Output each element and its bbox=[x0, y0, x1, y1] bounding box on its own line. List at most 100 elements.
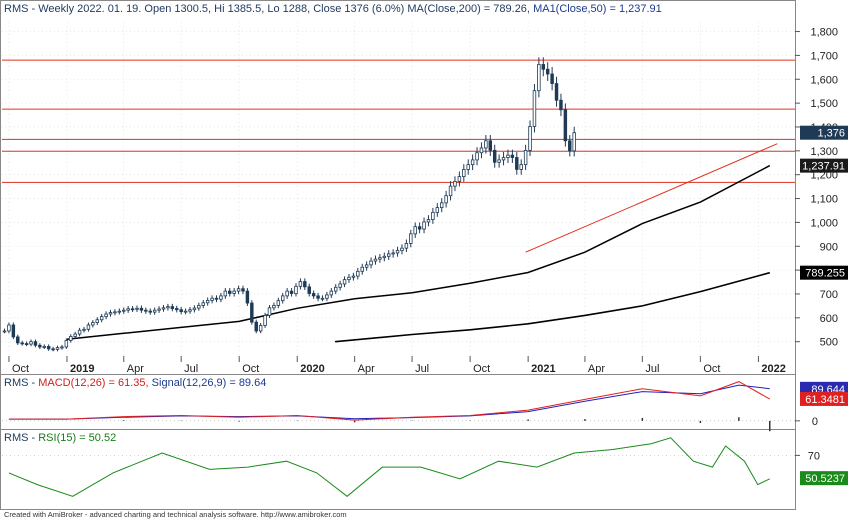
candle-down bbox=[307, 286, 311, 294]
candle-up bbox=[183, 310, 188, 313]
candle-up bbox=[475, 152, 479, 161]
candle-up bbox=[334, 286, 338, 292]
date-tick-label: 2020 bbox=[300, 363, 324, 375]
candle-up bbox=[86, 324, 91, 330]
candle-up bbox=[497, 159, 501, 163]
candle-up bbox=[298, 281, 303, 287]
candle-down bbox=[148, 310, 152, 313]
candle-up bbox=[523, 149, 528, 166]
candle-up bbox=[42, 346, 46, 348]
candle-up bbox=[188, 309, 192, 312]
candle-up bbox=[166, 306, 170, 309]
candle-down bbox=[214, 297, 219, 300]
candle-down bbox=[254, 321, 258, 332]
candle-down bbox=[289, 290, 294, 294]
candle-up bbox=[466, 164, 470, 170]
candle-up bbox=[276, 300, 281, 306]
rsi-badge-box bbox=[800, 471, 848, 486]
price-y-tick-label: 1,800 bbox=[810, 27, 838, 39]
candle-up bbox=[272, 305, 276, 309]
date-tick-label: Oct bbox=[12, 363, 29, 375]
date-tick-label: Apr bbox=[127, 363, 144, 375]
candle-down bbox=[541, 64, 546, 70]
macd-badge-box bbox=[800, 391, 848, 406]
candle-up bbox=[117, 310, 122, 313]
candle-up bbox=[457, 176, 462, 182]
candle-up bbox=[236, 288, 241, 292]
candle-up bbox=[135, 307, 139, 310]
candle-up bbox=[29, 341, 33, 345]
candle-down bbox=[24, 343, 29, 345]
price-y-tick-label: 1,100 bbox=[810, 194, 838, 206]
candle-up bbox=[519, 164, 523, 170]
candle-up bbox=[69, 336, 73, 341]
price-title: RMS - Weekly 2022. 01. 19. Open 1300.5, … bbox=[4, 3, 662, 15]
candle-up bbox=[409, 233, 413, 244]
ma200-badge-box bbox=[800, 265, 848, 280]
date-tick-label: Jul bbox=[645, 363, 659, 375]
candle-up bbox=[285, 290, 289, 297]
price-y-tick-label: 700 bbox=[820, 289, 838, 301]
candle-up bbox=[161, 307, 166, 310]
candle-up bbox=[64, 340, 69, 348]
candle-up bbox=[422, 221, 426, 230]
rsi-title: RMS - RSI(15) = 50.52 bbox=[4, 432, 116, 444]
horizontal-levels bbox=[2, 59, 795, 183]
candle-down bbox=[563, 109, 568, 142]
ma50-badge: 1,237.91 bbox=[802, 161, 845, 173]
ma50-line bbox=[66, 164, 771, 341]
uptrend-line bbox=[525, 143, 778, 253]
candle-up bbox=[501, 157, 506, 161]
price-value-badges: 1,376 1,237.91 789.255 bbox=[800, 125, 848, 280]
candle-up bbox=[448, 185, 453, 197]
date-tick-label: Jul bbox=[415, 363, 429, 375]
candle-down bbox=[245, 290, 250, 304]
candle-up bbox=[431, 211, 435, 220]
candle-down bbox=[515, 157, 519, 170]
candle-up bbox=[126, 308, 130, 311]
candle-down bbox=[33, 341, 38, 346]
candle-up bbox=[439, 202, 444, 209]
candle-down bbox=[46, 346, 51, 350]
candle-down bbox=[175, 308, 179, 311]
price-y-tick-label: 1,000 bbox=[810, 217, 838, 229]
ma200-badge: 789.255 bbox=[805, 268, 845, 280]
candle-up bbox=[347, 276, 351, 281]
candle-down bbox=[492, 149, 497, 163]
date-tick-label: 2021 bbox=[531, 363, 555, 375]
candle-down bbox=[250, 302, 254, 323]
candle-up bbox=[258, 325, 263, 332]
candle-up bbox=[201, 302, 205, 306]
candle-up bbox=[104, 313, 108, 318]
candle-up bbox=[338, 283, 342, 288]
rsi-badge: 50.5237 bbox=[805, 473, 845, 485]
moving-averages bbox=[66, 164, 771, 343]
rsi-pane-frame bbox=[0, 429, 796, 510]
candle-up bbox=[378, 257, 382, 260]
candle-down bbox=[228, 290, 232, 294]
date-tick-label: 2022 bbox=[761, 363, 785, 375]
candle-up bbox=[356, 270, 360, 277]
candle-down bbox=[554, 83, 559, 101]
candle-up bbox=[108, 312, 113, 315]
candle-up bbox=[470, 159, 475, 166]
candle-up bbox=[360, 266, 364, 272]
candle-up bbox=[484, 140, 488, 149]
candle-up bbox=[223, 290, 228, 297]
date-tick-label: Oct bbox=[242, 363, 259, 375]
candle-up bbox=[391, 252, 395, 255]
candle-up bbox=[99, 316, 104, 321]
candle-down bbox=[130, 308, 135, 311]
candle-up bbox=[205, 300, 210, 304]
candle-up bbox=[122, 309, 126, 312]
price-y-tick-label: 900 bbox=[820, 241, 838, 253]
candle-up bbox=[232, 290, 236, 294]
last-close-badge: 1,376 bbox=[817, 128, 845, 140]
date-x-axis: Oct 2019 Apr Jul Oct 2020 Apr Jul Oct 2021 Apr Jul O… bbox=[8, 356, 786, 375]
candle-up bbox=[192, 307, 197, 311]
candle-up bbox=[281, 295, 285, 302]
candle-down bbox=[20, 342, 24, 345]
price-y-tick-label: 500 bbox=[820, 337, 838, 349]
